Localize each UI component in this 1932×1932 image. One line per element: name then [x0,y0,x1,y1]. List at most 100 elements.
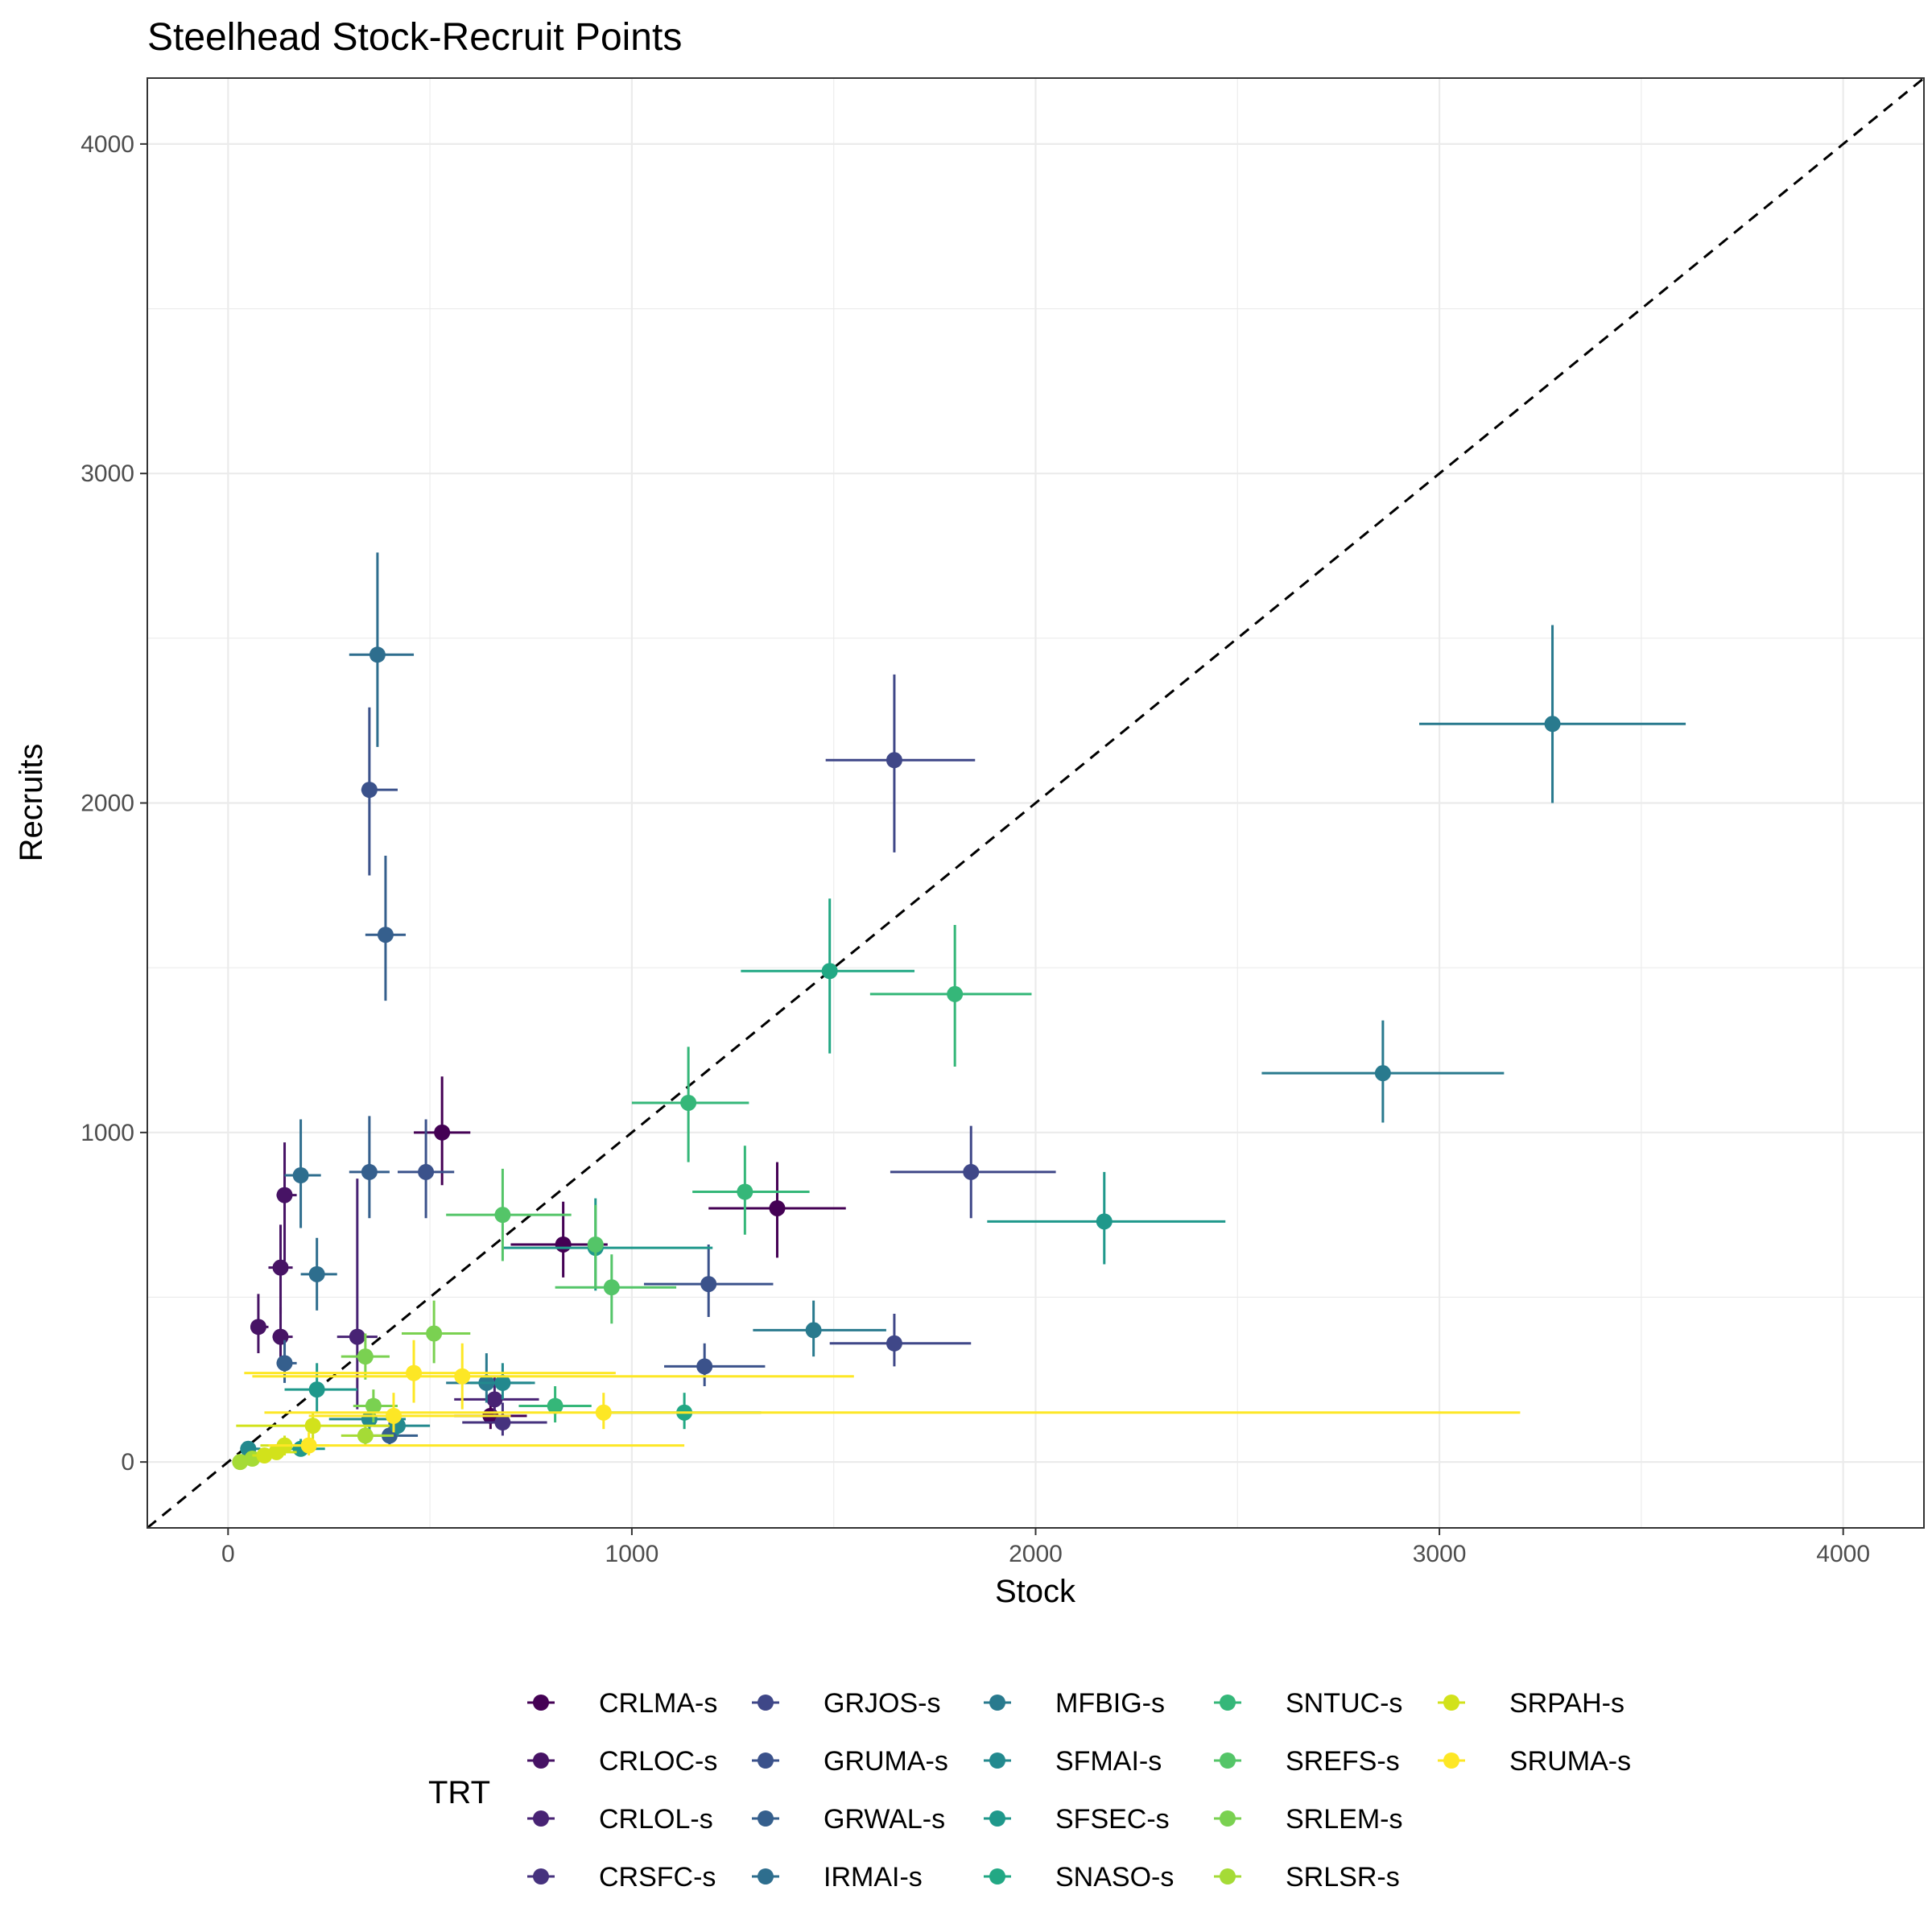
data-point [587,1236,604,1253]
legend-label: SRLSR-s [1286,1862,1400,1893]
data-point [304,1418,321,1435]
legend-key-point [533,1868,549,1885]
series-MFBIG-s [446,625,1686,1403]
series-layer [232,552,1686,1471]
data-point [886,1335,902,1352]
data-point [434,1124,451,1141]
data-point [555,1236,572,1253]
legend-label: SFMAI-s [1055,1746,1162,1777]
legend-key-point [1220,1695,1236,1711]
data-point [300,1437,317,1454]
x-tick-label: 0 [221,1541,235,1567]
data-point [377,927,394,943]
data-point [426,1325,443,1342]
legend-key-point [758,1810,774,1827]
legend-key-point [533,1810,549,1827]
data-point [385,1407,402,1424]
legend-key-point [1220,1868,1236,1885]
data-point [357,1427,374,1444]
data-point [308,1265,325,1282]
legend-key-point [1220,1752,1236,1769]
series-CRSFC-s [462,1402,547,1436]
x-axis-title: Stock [995,1574,1076,1609]
data-point [308,1381,325,1398]
legend-key-point [1443,1752,1459,1769]
series-SRUMA-s [244,1340,1521,1455]
x-tick-label: 3000 [1413,1541,1467,1567]
series-SREFS-s [446,1168,677,1324]
data-point [603,1279,620,1296]
data-point [276,1187,293,1203]
data-point [680,1094,697,1111]
y-tick-label: 3000 [80,460,134,487]
legend-item: CRLMA-s [527,1688,717,1719]
legend-label: CRSFC-s [599,1862,716,1893]
legend-key-point [989,1868,1005,1885]
data-point [1544,716,1561,733]
data-point [406,1364,423,1381]
legend-key-point [1220,1810,1236,1827]
legend-label: SNTUC-s [1286,1688,1402,1719]
legend-item: GRJOS-s [752,1688,940,1719]
y-axis: 0 1000 2000 3000 4000 [80,131,147,1476]
y-tick-label: 4000 [80,131,134,158]
legend-label: CRLMA-s [599,1688,717,1719]
data-point [595,1404,612,1421]
legend-label: SRUMA-s [1509,1746,1631,1777]
legend-key-point [989,1695,1005,1711]
legend-label: MFBIG-s [1055,1688,1165,1719]
data-point [805,1322,822,1339]
x-tick-label: 4000 [1816,1541,1870,1567]
legend-item: CRLOL-s [527,1804,713,1835]
data-point [292,1167,309,1184]
legend-item: GRUMA-s [752,1746,948,1777]
data-point [1096,1213,1113,1230]
legend-item: GRWAL-s [752,1804,945,1835]
legend-label: SREFS-s [1286,1746,1400,1777]
data-point [232,1454,249,1471]
legend-item: SRLEM-s [1214,1804,1402,1835]
legend-item: CRSFC-s [527,1862,716,1893]
legend-title: TRT [428,1775,490,1810]
legend-label: IRMAI-s [824,1862,923,1893]
legend-key-point [1443,1695,1459,1711]
legend-key-point [989,1810,1005,1827]
legend-item: SFSEC-s [984,1804,1170,1835]
legend-key-point [989,1752,1005,1769]
series-SRLEM-s [341,1300,471,1423]
legend-key-point [533,1752,549,1769]
data-point [486,1391,503,1408]
legend-item: SRLSR-s [1214,1862,1400,1893]
x-tick-label: 2000 [1009,1541,1063,1567]
identity-reference-line [147,76,1925,1530]
data-point [886,752,902,769]
legend-key-point [533,1695,549,1711]
data-point [349,1328,365,1345]
series-IRMAI-s [284,552,415,1311]
legend-item: SNASO-s [984,1862,1174,1893]
legend-label: CRLOC-s [599,1746,717,1777]
y-axis-title: Recruits [14,744,49,862]
legend-item: MFBIG-s [984,1688,1165,1719]
data-point [494,1374,511,1391]
series-SNTUC-s [518,924,1032,1423]
legend-label: SRLEM-s [1286,1804,1402,1835]
legend-item: SRPAH-s [1438,1688,1624,1719]
series-GRJOS-s [825,674,1056,1367]
data-point [250,1319,266,1335]
data-point [256,1447,273,1463]
series-GRUMA-s [361,707,774,1386]
legend-label: SFSEC-s [1055,1804,1170,1835]
data-point [696,1358,713,1375]
legend-item: SREFS-s [1214,1746,1400,1777]
data-point [276,1355,293,1372]
data-point [769,1199,786,1216]
legend-item: IRMAI-s [752,1862,923,1893]
data-point [700,1276,717,1293]
y-tick-label: 0 [121,1449,134,1476]
data-point [454,1368,471,1385]
data-point [947,985,964,1002]
data-point [357,1348,374,1365]
data-point [361,1163,378,1180]
data-point [272,1259,289,1276]
